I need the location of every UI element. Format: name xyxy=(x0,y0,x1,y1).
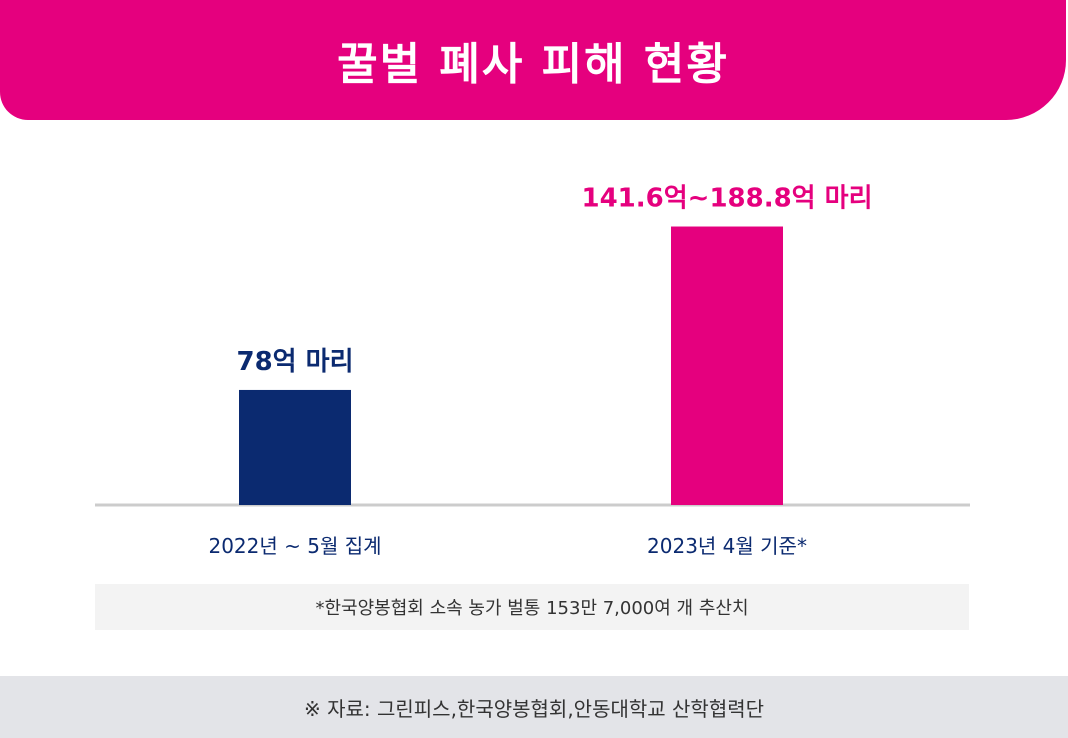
footnote-text: *한국양봉협회 소속 농가 벌통 153만 7,000여 개 추산치 xyxy=(315,598,749,619)
source-text: ※ 자료: 그린피스,한국양봉협회,안동대학교 산학협력단 xyxy=(303,696,765,721)
page-title: 꿀벌 폐사 피해 현황 xyxy=(337,39,729,90)
category-label-1: 2022년 ~ 5월 집계 xyxy=(208,534,381,558)
bar-chart: 78억 마리 2022년 ~ 5월 집계 141.6억~188.8억 마리 2023년… xyxy=(95,184,970,558)
bar-2 xyxy=(671,226,783,505)
value-label-1: 78억 마리 xyxy=(237,347,354,377)
category-label-2: 2023년 4월 기준* xyxy=(647,534,807,558)
bar-1 xyxy=(239,389,351,505)
value-label-2: 141.6억~188.8억 마리 xyxy=(582,184,873,214)
source-bar: ※ 자료: 그린피스,한국양봉협회,안동대학교 산학협력단 xyxy=(0,676,1068,738)
title-banner: 꿀벌 폐사 피해 현황 xyxy=(0,0,1066,120)
footnote-box: *한국양봉협회 소속 농가 벌통 153만 7,000여 개 추산치 xyxy=(95,584,969,630)
